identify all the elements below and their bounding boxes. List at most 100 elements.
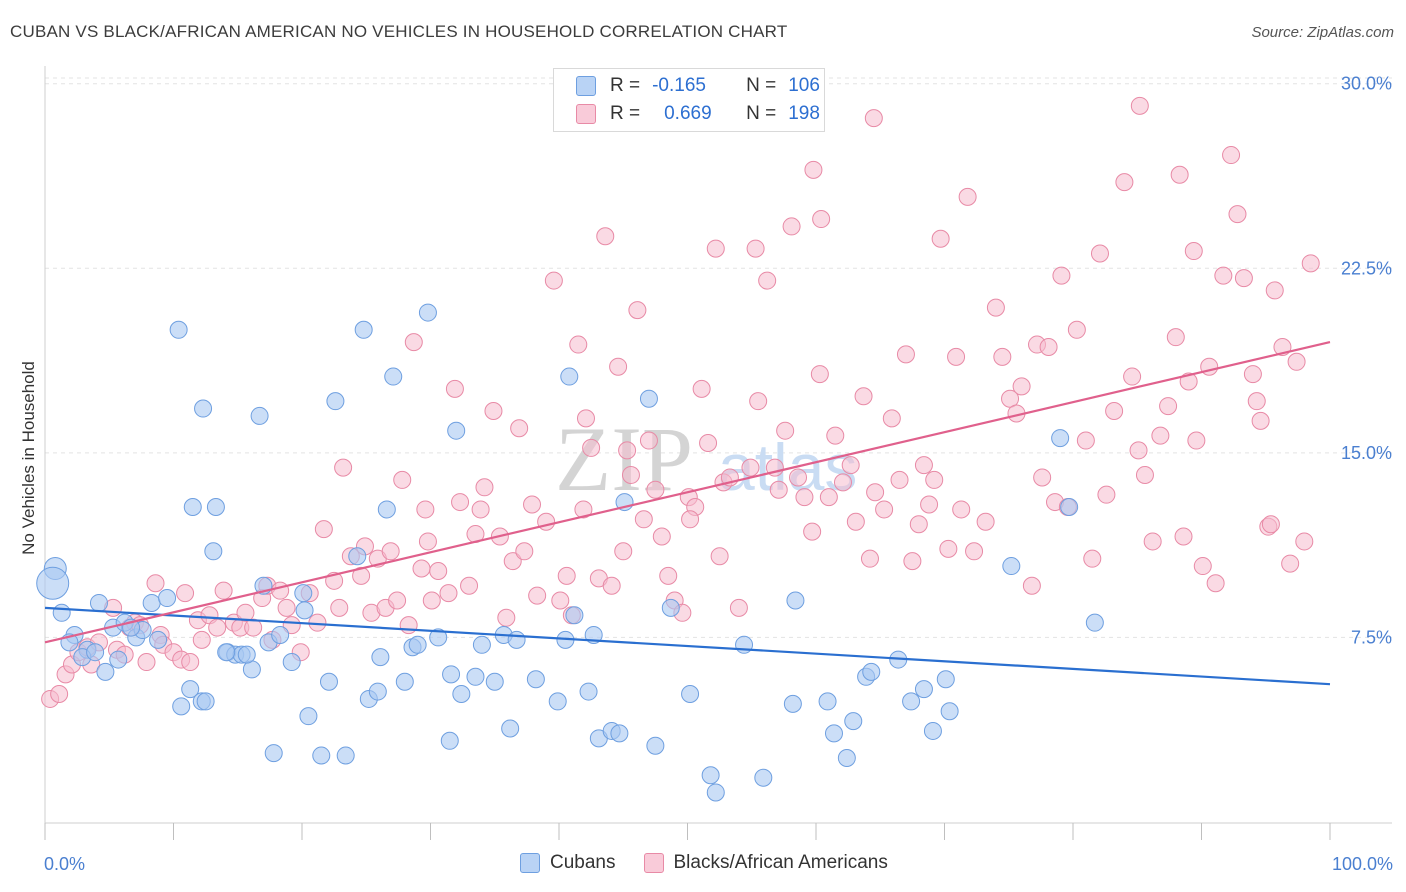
data-point-blacks — [416, 500, 435, 519]
data-point-blacks — [1115, 173, 1134, 192]
data-point-blacks — [418, 532, 437, 551]
data-point-blacks — [1170, 165, 1189, 184]
data-point-blacks — [445, 379, 464, 398]
data-point-cubans — [368, 682, 387, 701]
data-point-blacks — [1228, 205, 1247, 224]
data-point-cubans — [902, 692, 921, 711]
data-point-cubans — [824, 724, 843, 743]
legend-r-value: 0.669 — [664, 103, 712, 124]
legend-item-blacks[interactable]: Blacks/African Americans — [643, 852, 888, 874]
data-point-cubans — [294, 584, 313, 603]
data-point-blacks — [471, 500, 490, 519]
data-point-cubans — [149, 630, 168, 649]
data-point-blacks — [557, 566, 576, 585]
data-point-cubans — [204, 542, 223, 561]
data-point-blacks — [903, 552, 922, 571]
data-point-blacks — [1130, 96, 1149, 115]
data-point-cubans — [844, 712, 863, 731]
data-point-blacks — [1251, 411, 1270, 430]
data-point-cubans — [36, 566, 70, 600]
data-point-cubans — [610, 724, 629, 743]
data-point-blacks — [503, 552, 522, 571]
data-point-blacks — [706, 239, 725, 258]
data-point-blacks — [646, 480, 665, 499]
data-point-blacks — [609, 357, 628, 376]
data-point-blacks — [314, 520, 333, 539]
data-point-blacks — [931, 229, 950, 248]
data-point-blacks — [833, 473, 852, 492]
data-point-cubans — [109, 650, 128, 669]
data-point-cubans — [206, 497, 225, 516]
data-point-blacks — [621, 465, 640, 484]
legend-label-blacks: Blacks/African Americans — [673, 852, 888, 873]
data-point-cubans — [408, 635, 427, 654]
y-tick-label: 22.5% — [1341, 258, 1392, 278]
data-point-blacks — [1105, 402, 1124, 421]
source-label: Source: ZipAtlas.com — [1251, 24, 1394, 41]
legend-row-blacks: R = 0.669 N = 198 — [576, 101, 820, 127]
data-point-blacks — [192, 630, 211, 649]
legend-label-cubans: Cubans — [550, 852, 616, 873]
legend-swatch-pink — [576, 104, 596, 124]
data-point-blacks — [920, 495, 939, 514]
data-point-cubans — [818, 692, 837, 711]
trendline-cubans — [44, 606, 1331, 686]
data-point-cubans — [89, 593, 108, 612]
data-point-cubans — [312, 746, 331, 765]
data-point-blacks — [952, 500, 971, 519]
data-point-blacks — [1206, 574, 1225, 593]
data-point-cubans — [377, 500, 396, 519]
data-point-blacks — [804, 160, 823, 179]
data-point-cubans — [429, 628, 448, 647]
data-point-cubans — [472, 635, 491, 654]
data-point-cubans — [183, 497, 202, 516]
data-point-blacks — [176, 584, 195, 603]
data-point-cubans — [914, 680, 933, 699]
data-point-blacks — [864, 109, 883, 128]
data-point-blacks — [882, 409, 901, 428]
data-point-blacks — [803, 522, 822, 541]
data-point-cubans — [447, 421, 466, 440]
data-point-cubans — [548, 692, 567, 711]
data-point-cubans — [754, 768, 773, 787]
data-point-blacks — [976, 512, 995, 531]
data-point-blacks — [1174, 527, 1193, 546]
data-point-blacks — [1222, 146, 1241, 165]
legend-swatch-pink — [643, 853, 664, 873]
data-point-blacks — [515, 542, 534, 561]
data-point-blacks — [1247, 392, 1266, 411]
data-point-blacks — [692, 379, 711, 398]
data-point-blacks — [381, 542, 400, 561]
watermark-zip: ZIP — [555, 408, 693, 510]
data-point-blacks — [993, 347, 1012, 366]
data-point-blacks — [789, 468, 808, 487]
data-point-blacks — [574, 500, 593, 519]
data-point-blacks — [510, 419, 529, 438]
y-tick-label: 30.0% — [1341, 74, 1392, 94]
legend-n-label: N = — [746, 103, 777, 124]
data-point-blacks — [826, 426, 845, 445]
data-point-cubans — [501, 719, 520, 738]
data-point-blacks — [1083, 549, 1102, 568]
data-point-blacks — [271, 581, 290, 600]
data-point-cubans — [786, 591, 805, 610]
x-tick-label: 100.0% — [1332, 854, 1393, 874]
legend-swatch-blue — [520, 853, 540, 873]
data-point-blacks — [582, 438, 601, 457]
data-point-cubans — [169, 320, 188, 339]
data-point-blacks — [914, 456, 933, 475]
data-point-blacks — [812, 210, 831, 229]
data-point-cubans — [371, 648, 390, 667]
data-point-blacks — [412, 559, 431, 578]
data-point-cubans — [158, 589, 177, 608]
trendlines — [44, 341, 1331, 686]
data-point-cubans — [1060, 497, 1079, 516]
legend-item-cubans[interactable]: Cubans — [520, 852, 616, 874]
data-point-blacks — [1265, 281, 1284, 300]
data-point-cubans — [299, 707, 318, 726]
data-point-blacks — [1193, 557, 1212, 576]
data-point-blacks — [50, 685, 69, 704]
tick-labels: 7.5% 15.0% 22.5% 30.0% 0.0% 100.0% — [44, 74, 1393, 874]
data-point-blacks — [699, 434, 718, 452]
data-point-blacks — [1052, 266, 1071, 285]
